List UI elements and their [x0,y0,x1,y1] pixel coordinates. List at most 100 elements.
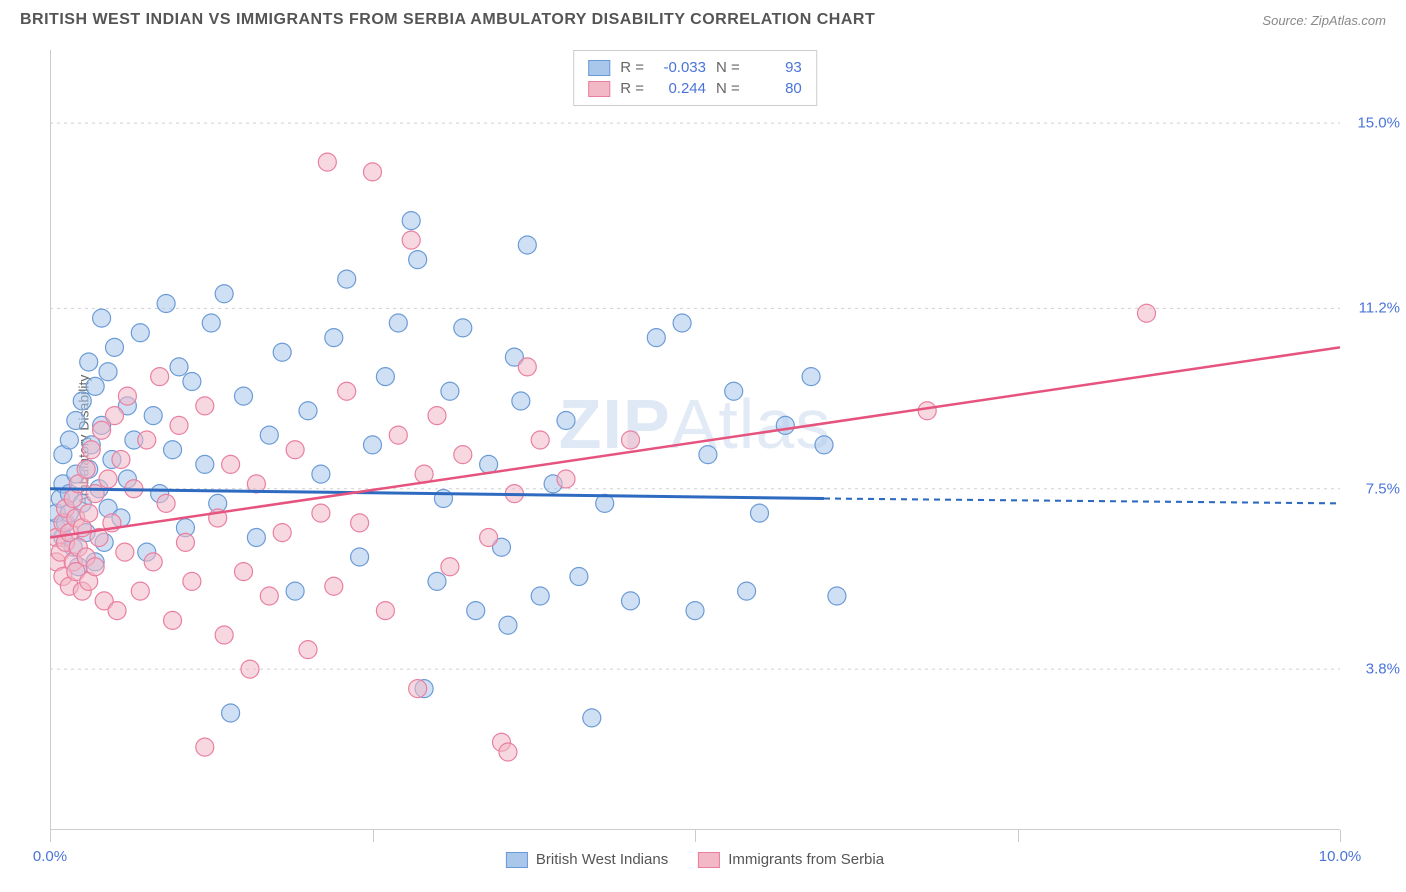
scatter-point [202,314,220,332]
scatter-point [86,485,104,503]
trend-lines [50,347,1340,537]
y-tick-label: 3.8% [1345,661,1400,678]
scatter-point [325,329,343,347]
scatter-point [499,743,517,761]
scatter-point [215,626,233,644]
x-tick [373,830,374,842]
scatter-point [176,533,194,551]
x-tick [1340,830,1341,842]
scatter-point [93,309,111,327]
scatter-point [428,407,446,425]
scatter-point [131,324,149,342]
scatter-point [273,343,291,361]
scatter-point [454,319,472,337]
scatter-point [351,548,369,566]
y-tick-label: 7.5% [1345,480,1400,497]
scatter-point [80,504,98,522]
scatter-point [99,470,117,488]
scatter-point [312,504,330,522]
source-attribution: Source: ZipAtlas.com [1262,13,1386,28]
scatter-point [112,451,130,469]
scatter-point [583,709,601,727]
scatter-point [151,368,169,386]
scatter-point [441,382,459,400]
trend-line-extension [824,499,1340,504]
legend-row-series-1: R = 0.244 N = 80 [588,78,802,99]
scatter-point [622,431,640,449]
scatter-point [673,314,691,332]
chart-title: BRITISH WEST INDIAN VS IMMIGRANTS FROM S… [20,11,875,29]
scatter-point [86,558,104,576]
scatter-point [325,577,343,595]
scatter-point [751,504,769,522]
scatter-point [338,270,356,288]
scatter-point [364,436,382,454]
scatter-point [338,382,356,400]
scatter-point [428,572,446,590]
x-tick [1018,830,1019,842]
scatter-point [699,446,717,464]
n-value-1: 80 [750,80,802,97]
scatter-point [441,558,459,576]
legend-swatch-1 [698,852,720,868]
scatter-point [299,641,317,659]
scatter-point [106,407,124,425]
correlation-legend: R = -0.033 N = 93 R = 0.244 N = 80 [573,50,817,106]
scatter-point [286,441,304,459]
scatter-point [164,611,182,629]
y-tick-label: 15.0% [1345,115,1400,132]
scatter-point [318,153,336,171]
scatter-point [108,602,126,620]
scatter-point [557,412,575,430]
scatter-point [918,402,936,420]
scatter-point [273,524,291,542]
r-label: R = [620,59,644,76]
scatter-point [86,377,104,395]
scatter-point [776,416,794,434]
scatter-point [196,397,214,415]
source-name: ZipAtlas.com [1311,13,1386,28]
scatter-point [570,568,588,586]
chart-area: Ambulatory Disability ZIPAtlas 3.8%7.5%1… [50,50,1340,830]
scatter-point [531,587,549,605]
legend-label-0: British West Indians [536,851,668,868]
scatter-point [183,572,201,590]
scatter-point [131,582,149,600]
scatter-point [196,455,214,473]
legend-swatch-0 [506,852,528,868]
n-value-0: 93 [750,59,802,76]
n-label: N = [716,59,740,76]
scatter-point [138,431,156,449]
plot-region: ZIPAtlas 3.8%7.5%11.2%15.0% 0.0%10.0% R … [50,50,1340,830]
legend-label-1: Immigrants from Serbia [728,851,884,868]
source-label: Source: [1262,13,1307,28]
scatter-point [802,368,820,386]
scatter-point [260,587,278,605]
scatter-point [247,529,265,547]
scatter-point [467,602,485,620]
scatter-point [376,602,394,620]
trend-line [50,347,1340,537]
legend-item-0: British West Indians [506,851,668,868]
plot-svg [50,50,1340,830]
scatter-point [222,455,240,473]
scatter-point [144,553,162,571]
scatter-point [215,285,233,303]
scatter-point [518,358,536,376]
scatter-point [82,441,100,459]
chart-header: BRITISH WEST INDIAN VS IMMIGRANTS FROM S… [0,0,1406,40]
scatter-point [409,251,427,269]
y-tick-label: 11.2% [1345,300,1400,317]
scatter-point [1138,304,1156,322]
scatter-point [389,314,407,332]
scatter-point [480,529,498,547]
scatter-point [738,582,756,600]
scatter-point [260,426,278,444]
scatter-point [118,387,136,405]
scatter-point [157,494,175,512]
scatter-point [144,407,162,425]
scatter-point [235,387,253,405]
scatter-point [828,587,846,605]
scatter-point [164,441,182,459]
scatter-point [815,436,833,454]
